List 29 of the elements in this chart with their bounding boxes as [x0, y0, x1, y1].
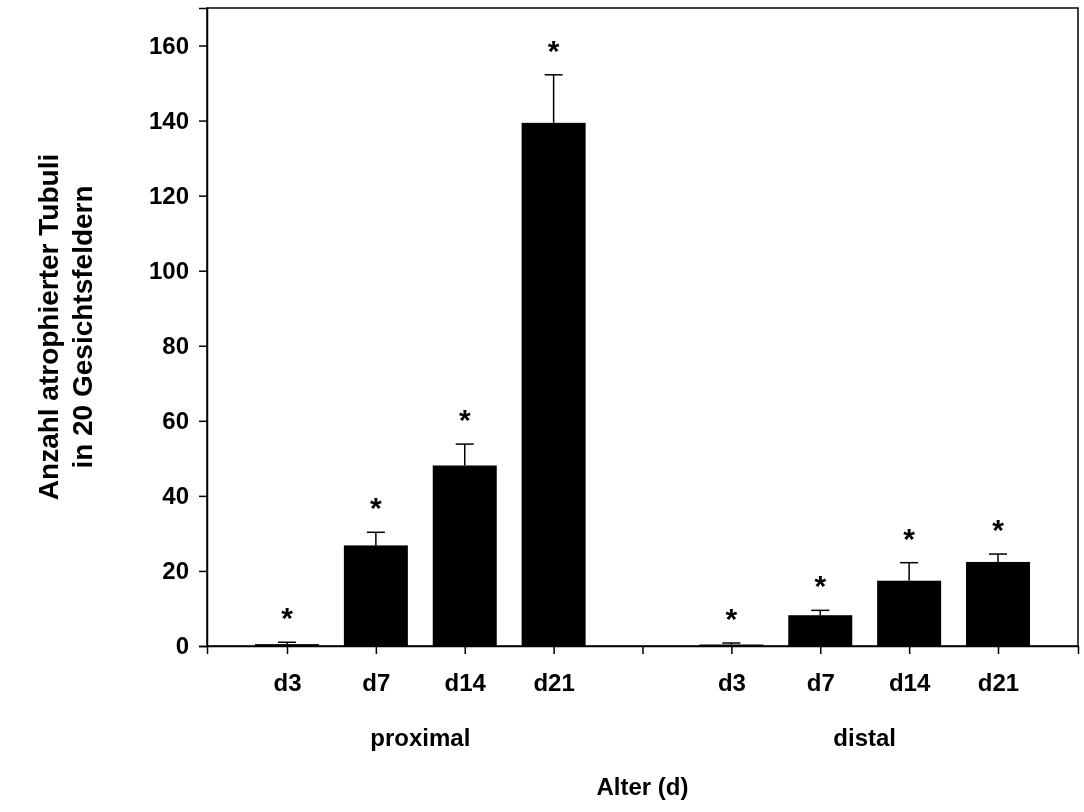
- y-tick-label: 160: [148, 31, 189, 59]
- x-tick-label: d7: [362, 669, 391, 697]
- y-tick-label: 20: [162, 557, 189, 585]
- annotation: *: [458, 403, 471, 437]
- annotation: *: [903, 521, 916, 555]
- annotation: *: [547, 33, 560, 67]
- x-tick-label: d3: [717, 669, 746, 697]
- annotation: *: [370, 491, 383, 525]
- x-tick-label: d3: [273, 669, 302, 697]
- x-axis-title: Alter (d): [596, 773, 689, 800]
- text: distal: [833, 724, 897, 751]
- y-tick-label: 120: [148, 181, 189, 209]
- y-tick-label: 100: [148, 256, 189, 284]
- x-tick-label: d14: [888, 669, 931, 697]
- annotation: *: [281, 601, 294, 635]
- y-tick-label: 0: [175, 632, 189, 660]
- annotation: *: [992, 513, 1005, 547]
- y-tick-label: 60: [162, 407, 189, 434]
- x-tick-label: d21: [533, 669, 575, 697]
- y-tick-label: 140: [148, 106, 189, 134]
- y-tick-label: 40: [162, 482, 189, 510]
- y-axis-title: Anzahl atrophierter Tubuli in 20 Gesichtsfeldern: [33, 153, 98, 501]
- x-tick-label: d14: [444, 669, 487, 697]
- annotation: *: [814, 569, 827, 603]
- y-tick-label: 80: [162, 331, 189, 359]
- annotation: *: [725, 602, 738, 635]
- text: proximal: [370, 724, 471, 751]
- x-tick-label: d21: [977, 669, 1020, 697]
- x-tick-label: d7: [806, 669, 835, 697]
